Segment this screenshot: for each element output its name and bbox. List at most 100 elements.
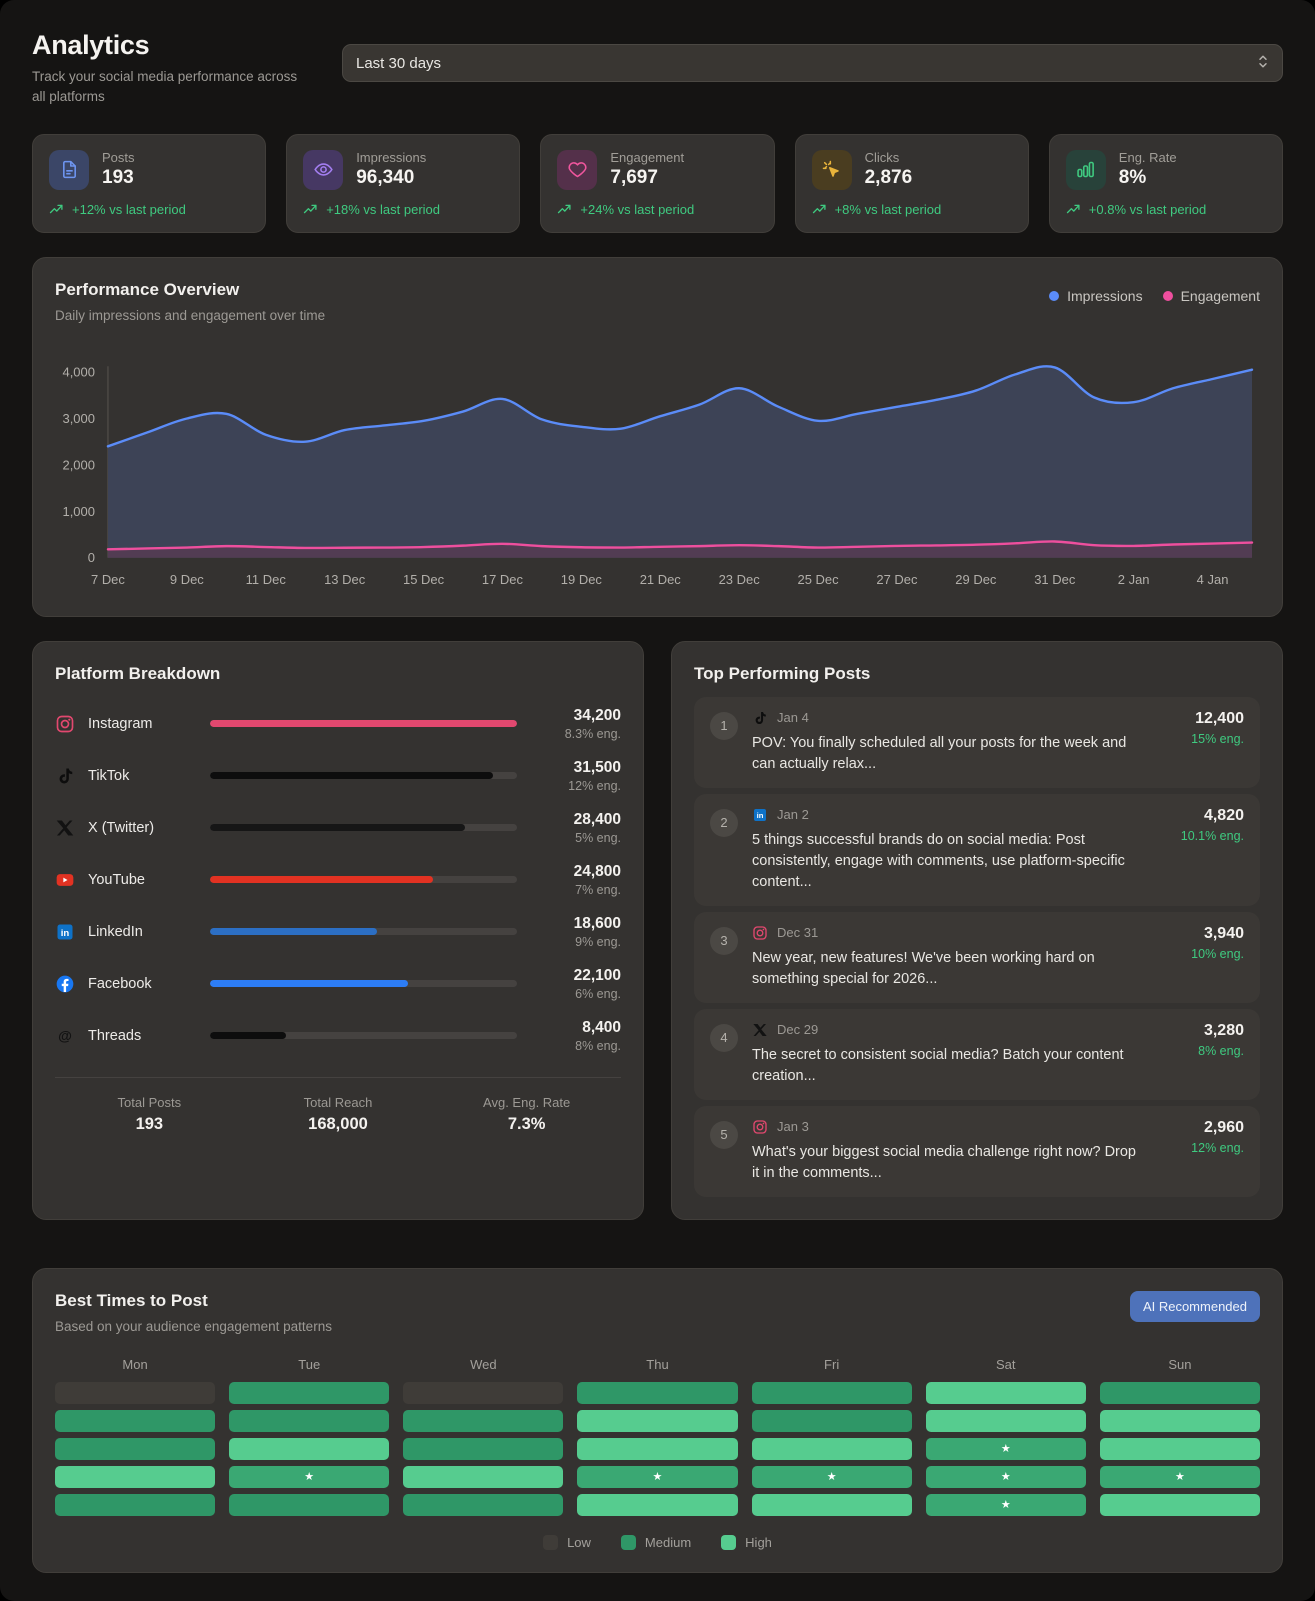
- heat-cell-fri-r3: [751, 1438, 912, 1461]
- platform-row: Instagram 34,200 8.3% eng.: [55, 698, 621, 750]
- top-post-card[interactable]: 3 Dec 31 New year, new features! We've b…: [694, 911, 1260, 1003]
- tiktok-icon: [55, 766, 77, 786]
- post-value: 3,280: [1203, 1021, 1244, 1039]
- date-range-value: Last 30 days: [356, 54, 442, 72]
- youtube-icon: [56, 873, 74, 886]
- x-icon: [56, 820, 74, 836]
- svg-text:4,000: 4,000: [62, 364, 94, 379]
- total-value: 7.3%: [507, 1114, 546, 1133]
- post-eng-rate: 15% eng.: [1191, 731, 1244, 746]
- top-post-card[interactable]: 4 Dec 29 The secret to consistent social…: [694, 1008, 1260, 1100]
- svg-text:15 Dec: 15 Dec: [403, 572, 445, 587]
- platform-row: TikTok 31,500 12% eng.: [55, 750, 621, 802]
- platform-value: 31,500: [573, 758, 621, 776]
- svg-text:19 Dec: 19 Dec: [561, 572, 603, 587]
- platform-row: in LinkedIn 18,600 9% eng.: [55, 906, 621, 958]
- top-post-card[interactable]: 1 Jan 4 POV: You finally scheduled all y…: [694, 696, 1260, 788]
- heat-cell-sat-r1: [925, 1382, 1086, 1405]
- stat-value: 8%: [1118, 167, 1147, 188]
- post-eng-rate: 8% eng.: [1198, 1043, 1244, 1058]
- heat-cell-wed-r2: [403, 1410, 564, 1433]
- day-header-fri: Fri: [824, 1357, 840, 1373]
- post-text: The secret to consistent social media? B…: [752, 1046, 1124, 1084]
- total-label: Total Posts: [117, 1094, 182, 1110]
- platform-value: 8,400: [582, 1018, 621, 1036]
- heatmap-day-headers: Mon Tue Wed Thu Fri Sat Sun: [55, 1357, 1260, 1372]
- svg-text:23 Dec: 23 Dec: [719, 572, 761, 587]
- platform-row: @ Threads 8,400 8% eng.: [55, 1010, 621, 1062]
- legend-item-impressions: Impressions: [1049, 288, 1143, 304]
- day-header-sat: Sat: [996, 1357, 1016, 1373]
- day-header-mon: Mon: [122, 1357, 148, 1373]
- platform-name: LinkedIn: [88, 923, 143, 940]
- best-times-head: Best Times to Post Based on your audienc…: [55, 1290, 1260, 1337]
- top-posts-panel: Top Performing Posts 1 Jan 4 POV: You fi…: [671, 640, 1283, 1220]
- platform-value: 28,400: [573, 810, 621, 828]
- date-range-select[interactable]: Last 30 days: [342, 44, 1283, 82]
- threads-icon: @: [55, 1026, 77, 1046]
- stat-trend: +8% vs last period: [812, 202, 1012, 217]
- svg-text:7 Dec: 7 Dec: [91, 572, 125, 587]
- instagram-icon: [753, 1120, 767, 1134]
- post-rank-badge: 1: [710, 711, 738, 740]
- heat-cell-fri-r2: [751, 1410, 912, 1433]
- linkedin-icon: in: [752, 807, 768, 823]
- trend-up-icon: [558, 204, 571, 214]
- performance-chart-svg: 0 1,000 2,000 3,000 4,000 7 Dec 9 Dec 11 Dec 13 …: [62, 364, 1254, 587]
- post-eng-rate: 10% eng.: [1191, 946, 1244, 961]
- platform-breakdown-panel: Platform Breakdown Instagram 34,200 8.3%…: [32, 640, 644, 1220]
- platform-bar: [210, 1032, 517, 1040]
- stat-value: 96,340: [356, 167, 415, 188]
- star-icon: ★: [1000, 1498, 1011, 1511]
- performance-overview-panel: Performance Overview Daily impressions a…: [32, 256, 1283, 617]
- cursor-click-icon: [822, 160, 839, 177]
- svg-text:4 Jan: 4 Jan: [1197, 572, 1229, 587]
- heat-cell-tue-r1: [229, 1382, 390, 1405]
- platform-row: Facebook 22,100 6% eng.: [55, 958, 621, 1010]
- platform-name: TikTok: [88, 767, 130, 784]
- heat-cell-tue-r5: [229, 1494, 390, 1517]
- post-text: POV: You finally scheduled all your post…: [752, 734, 1127, 772]
- platform-name: Instagram: [88, 715, 153, 732]
- trend-up-icon: [304, 204, 317, 214]
- heat-cell-mon-r5: [55, 1494, 216, 1517]
- total-label: Total Reach: [303, 1094, 373, 1110]
- heatmap-grid: ★ ★ ★ ★ ★ ★ ★: [55, 1382, 1260, 1517]
- platform-total: Total Reach 168,000: [244, 1095, 433, 1134]
- legend-item-engagement: Engagement: [1162, 288, 1260, 304]
- heat-cell-sat-r4: ★: [925, 1466, 1086, 1489]
- svg-text:2 Jan: 2 Jan: [1118, 572, 1150, 587]
- svg-text:27 Dec: 27 Dec: [876, 572, 918, 587]
- document-icon: [62, 160, 76, 179]
- post-value: 3,940: [1203, 924, 1244, 942]
- heat-cell-tue-r2: [229, 1410, 390, 1433]
- heat-legend-medium: Medium: [620, 1535, 691, 1551]
- page-title: Analytics: [32, 30, 150, 60]
- linkedin-icon: in: [57, 924, 73, 940]
- platform-eng-rate: 6% eng.: [575, 986, 621, 1001]
- post-value: 12,400: [1195, 709, 1244, 727]
- top-post-card[interactable]: 5 Jan 3 What's your biggest social media…: [694, 1105, 1260, 1197]
- platform-value: 24,800: [573, 862, 621, 880]
- stat-trend: +18% vs last period: [303, 202, 503, 217]
- page-subtitle: Track your social media performance acro…: [32, 69, 298, 105]
- heat-cell-thu-r2: [577, 1410, 738, 1433]
- platform-row: YouTube 24,800 7% eng.: [55, 854, 621, 906]
- heat-cell-fri-r5: [751, 1494, 912, 1517]
- heat-cell-mon-r2: [55, 1410, 216, 1433]
- posts-list: 1 Jan 4 POV: You finally scheduled all y…: [694, 696, 1260, 1197]
- total-value: 193: [135, 1114, 164, 1133]
- platform-eng-rate: 5% eng.: [575, 830, 621, 845]
- heat-cell-wed-r5: [403, 1494, 564, 1517]
- top-post-card[interactable]: 2 in Jan 2 5 things successful brands do…: [694, 793, 1260, 906]
- platform-bar: [210, 824, 517, 832]
- trend-up-icon: [812, 204, 826, 214]
- platform-list: Instagram 34,200 8.3% eng. TikTok 31,500…: [55, 698, 621, 1062]
- post-rank-badge: 2: [710, 808, 738, 837]
- svg-text:11 Dec: 11 Dec: [246, 572, 287, 587]
- heat-cell-mon-r3: [55, 1438, 216, 1461]
- platform-eng-rate: 7% eng.: [575, 882, 621, 897]
- post-rank-badge: 4: [710, 1023, 738, 1052]
- middle-columns: Platform Breakdown Instagram 34,200 8.3%…: [32, 640, 1283, 1244]
- platform-bar: [210, 928, 517, 936]
